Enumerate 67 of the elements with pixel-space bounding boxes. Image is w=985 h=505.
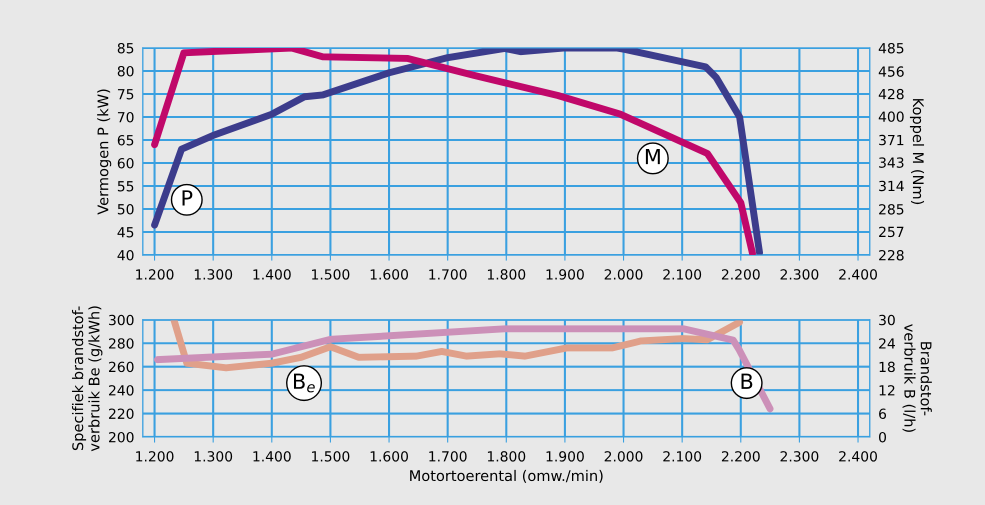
- x-tick-label: 2.300: [780, 269, 818, 280]
- y2-tick-label: 371: [879, 134, 904, 146]
- y-tick-label: 70: [118, 112, 134, 122]
- y-tick-label: 80: [118, 66, 134, 76]
- x-tick-label: 1.400: [253, 451, 291, 462]
- y2-tick-label: 18: [880, 362, 895, 372]
- x-tick-label: 1.500: [312, 451, 350, 462]
- x-tick-label: 1.600: [370, 269, 408, 280]
- y2-tick-label: 400: [878, 111, 904, 122]
- y2-tick-label: 285: [879, 204, 904, 215]
- x-tick-label: 2.200: [722, 269, 760, 280]
- y2-tick-label: 343: [879, 157, 904, 168]
- y-tick-label: 220: [109, 408, 134, 420]
- y2-axis-title: Brandstof- verbruik B (l/h): [902, 324, 932, 432]
- x-tick-label: 2.400: [839, 451, 877, 462]
- y-tick-label: 60: [118, 158, 134, 168]
- y-tick-label: 50: [118, 204, 134, 214]
- y-tick-label: 45: [117, 227, 134, 238]
- y2-tick-label: 12: [880, 385, 894, 396]
- y2-tick-label: 228: [879, 250, 904, 260]
- y2-tick-label: 485: [878, 42, 904, 54]
- y2-tick-label: 6: [879, 408, 886, 420]
- x-tick-label: 2.200: [722, 451, 760, 462]
- x-tick-label: 1.200: [136, 269, 174, 280]
- x-tick-label: 2.300: [780, 451, 818, 462]
- y-axis-title: Specifiek brandstof- verbruik Be (g/kWh): [72, 306, 102, 452]
- x-tick-label: 1.600: [370, 451, 408, 462]
- y-tick-label: 280: [109, 338, 134, 349]
- x-tick-label: 1.700: [429, 269, 467, 280]
- annotation: B$_{e}$: [294, 374, 315, 392]
- x-tick-label: 2.400: [839, 269, 877, 280]
- x-tick-label: 2.000: [604, 451, 642, 462]
- x-tick-label: 1.800: [488, 451, 526, 462]
- annotation: B: [742, 374, 752, 389]
- y-tick-label: 240: [109, 385, 134, 396]
- x-tick-label: 2.000: [604, 269, 642, 280]
- x-tick-label: 1.400: [253, 269, 291, 280]
- y-tick-label: 85: [118, 42, 134, 54]
- y2-axis-title: Koppel M (Nm): [910, 99, 924, 204]
- x-axis-title: Motortoerental (omw./min): [410, 470, 603, 483]
- x-tick-label: 2.100: [663, 269, 702, 280]
- y-tick-label: 300: [109, 314, 134, 326]
- y2-tick-label: 30: [879, 314, 895, 326]
- y-tick-label: 65: [118, 134, 134, 146]
- x-tick-label: 1.900: [546, 451, 584, 462]
- y-tick-label: 40: [117, 250, 134, 260]
- x-tick-label: 1.300: [194, 451, 232, 462]
- y-axis-title: Vermogen P (kW): [97, 90, 112, 215]
- x-tick-label: 1.800: [488, 269, 526, 280]
- annotation: P: [182, 190, 192, 206]
- x-tick-label: 1.300: [194, 269, 232, 280]
- y2-tick-label: 428: [878, 88, 904, 100]
- x-tick-label: 1.200: [136, 451, 174, 462]
- x-tick-label: 1.500: [312, 269, 350, 280]
- y2-tick-label: 314: [879, 180, 904, 192]
- x-tick-label: 1.900: [546, 269, 584, 280]
- y2-tick-label: 456: [878, 66, 904, 77]
- annotation: M: [646, 148, 660, 164]
- x-tick-label: 2.100: [663, 451, 702, 462]
- y-tick-label: 75: [118, 89, 134, 100]
- y2-tick-label: 0: [879, 432, 886, 442]
- x-tick-label: 1.700: [429, 451, 467, 462]
- y-tick-label: 200: [109, 432, 134, 442]
- y2-tick-label: 24: [879, 338, 895, 349]
- y-tick-label: 55: [118, 181, 134, 192]
- y-tick-label: 260: [109, 362, 134, 372]
- y2-tick-label: 257: [879, 226, 904, 238]
